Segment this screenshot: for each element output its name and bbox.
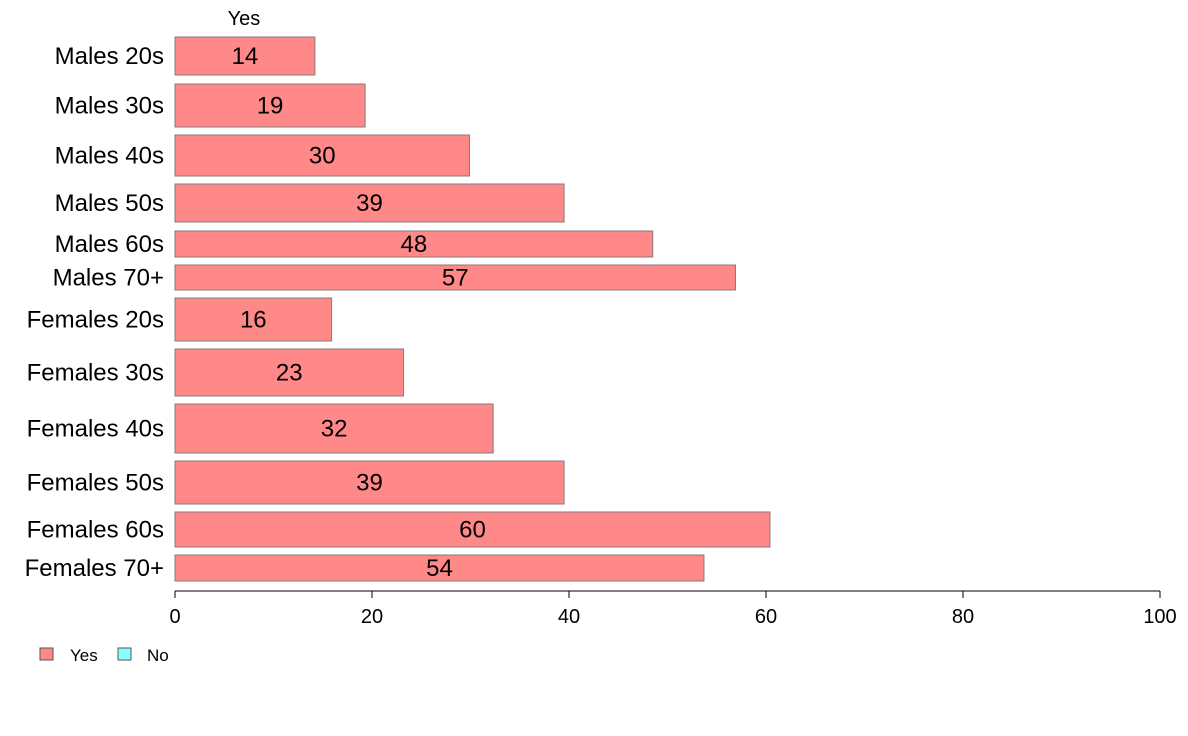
bar — [174, 36, 316, 76]
x-tick-label: 80 — [952, 606, 974, 628]
bar — [174, 297, 333, 342]
category-label: Females 30s — [27, 360, 164, 387]
bars-group: Males 20s 14 Males 30s 19 Males 40s 30 Males 5… — [25, 36, 771, 582]
value-label: 30 — [309, 143, 336, 170]
bar — [174, 403, 494, 454]
x-tick-label: 100 — [1143, 606, 1176, 628]
bar — [174, 460, 565, 505]
bar — [174, 348, 405, 397]
value-label: 39 — [356, 470, 383, 497]
legend-swatch — [39, 647, 54, 661]
category-label: Males 40s — [55, 143, 164, 170]
category-label: Females 50s — [27, 470, 164, 497]
value-label: 23 — [276, 360, 303, 387]
x-tick-label: 40 — [558, 606, 580, 628]
x-tick-label: 60 — [755, 606, 777, 628]
value-label: 14 — [232, 43, 259, 70]
legend-label: Yes — [70, 646, 98, 665]
value-label: 32 — [321, 416, 348, 443]
legend-swatch — [117, 647, 132, 661]
bar — [174, 230, 654, 258]
chart-top-label: Yes — [228, 8, 261, 30]
value-label: 57 — [442, 265, 469, 292]
x-axis: 0 20 40 60 80 100 — [169, 590, 1177, 628]
bar — [174, 83, 366, 128]
bar — [174, 183, 565, 223]
x-tick-label: 20 — [361, 606, 383, 628]
legend-label: No — [147, 646, 169, 665]
value-label: 19 — [257, 93, 284, 120]
category-label: Males 60s — [55, 231, 164, 258]
value-label: 60 — [459, 517, 486, 544]
value-label: 54 — [426, 555, 453, 582]
bar — [174, 134, 471, 177]
bar — [174, 264, 736, 291]
legend: Yes No — [39, 646, 169, 665]
category-label: Females 70+ — [25, 555, 164, 582]
category-label: Males 30s — [55, 93, 164, 120]
value-label: 39 — [356, 190, 383, 217]
value-label: 16 — [240, 307, 267, 334]
category-label: Females 60s — [27, 517, 164, 544]
bar — [174, 511, 771, 548]
category-label: Males 50s — [55, 190, 164, 217]
category-label: Males 70+ — [53, 265, 164, 292]
category-label: Males 20s — [55, 43, 164, 70]
bar — [174, 554, 705, 582]
category-label: Females 20s — [27, 307, 164, 334]
category-label: Females 40s — [27, 416, 164, 443]
value-label: 48 — [401, 231, 428, 258]
x-tick-label: 0 — [169, 606, 180, 628]
